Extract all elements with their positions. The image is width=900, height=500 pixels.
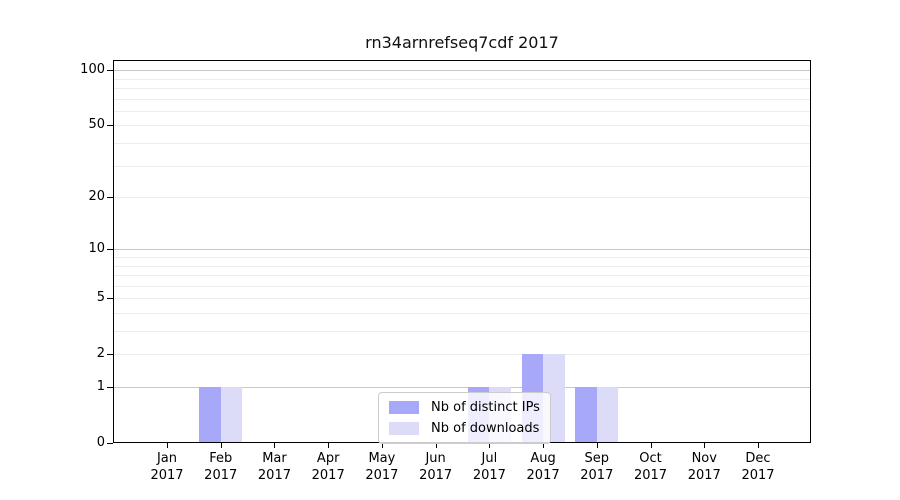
x-tick-year: 2017	[687, 468, 721, 483]
legend-swatch-distinct-ips	[389, 401, 419, 414]
y-tick	[107, 69, 113, 71]
x-tick-year: 2017	[204, 468, 238, 483]
x-tick	[167, 443, 168, 448]
x-tick	[704, 443, 706, 448]
gridline-minor	[114, 98, 810, 100]
gridline-minor	[114, 110, 810, 112]
x-tick	[274, 443, 276, 448]
x-tick	[543, 443, 545, 448]
x-tick-label: Oct 2017	[619, 450, 683, 484]
gridline-minor	[114, 265, 810, 267]
x-tick-label: Jul 2017	[457, 450, 521, 484]
x-tick-month: Mar	[262, 451, 287, 466]
y-tick	[107, 442, 113, 444]
y-tick-label: 0	[96, 435, 105, 450]
x-tick-year: 2017	[150, 468, 184, 483]
gridline-minor	[114, 354, 810, 356]
legend-label-distinct-ips: Nb of distinct IPs	[431, 400, 540, 415]
x-tick-label: Feb 2017	[189, 450, 253, 484]
gridline-minor	[114, 143, 810, 145]
x-tick-month: Feb	[209, 451, 233, 466]
x-tick-month: Nov	[691, 451, 717, 466]
x-tick-year: 2017	[472, 468, 506, 483]
x-tick-month: Jun	[425, 451, 446, 466]
gridline-minor	[114, 331, 810, 333]
x-tick-year: 2017	[365, 468, 399, 483]
x-tick-label: Nov 2017	[672, 450, 736, 484]
x-tick-month: Aug	[530, 451, 556, 466]
gridline-minor	[114, 275, 810, 277]
x-tick-label: Sep 2017	[565, 450, 629, 484]
legend: Nb of distinct IPs Nb of downloads	[378, 392, 551, 444]
y-tick	[107, 248, 113, 250]
x-tick-year: 2017	[419, 468, 453, 483]
x-tick-label: Aug 2017	[511, 450, 575, 484]
y-tick	[107, 196, 113, 198]
bar-downloads	[220, 387, 243, 443]
y-tick-label: 5	[96, 290, 105, 306]
y-tick-label: 10	[88, 241, 105, 257]
x-tick-year: 2017	[580, 468, 614, 483]
gridline-minor	[114, 197, 810, 199]
x-tick-label: May 2017	[350, 450, 414, 484]
bar-distinct-ips	[199, 387, 221, 443]
gridline-major	[114, 249, 810, 251]
gridline-minor	[114, 165, 810, 167]
x-tick-label: Jun 2017	[404, 450, 468, 484]
x-tick-month: May	[368, 451, 396, 466]
legend-item-distinct-ips: Nb of distinct IPs	[389, 400, 540, 415]
gridline-minor	[114, 298, 810, 300]
x-tick-month: Jan	[156, 451, 178, 466]
legend-item-downloads: Nb of downloads	[389, 421, 540, 436]
x-tick-month: Dec	[745, 451, 771, 466]
y-tick	[107, 297, 113, 299]
x-tick	[220, 443, 222, 448]
x-tick-month: Sep	[584, 451, 610, 466]
x-tick-year: 2017	[257, 468, 291, 483]
gridline-minor	[114, 312, 810, 314]
y-tick-label: 20	[88, 189, 105, 205]
y-tick-label: 1	[96, 379, 105, 394]
x-tick	[435, 443, 437, 448]
x-tick	[757, 443, 759, 448]
gridline-minor	[114, 125, 810, 127]
y-tick-label: 100	[80, 62, 105, 78]
bar-downloads	[596, 387, 619, 443]
x-tick-year: 2017	[633, 468, 668, 483]
x-tick-month: Oct	[639, 451, 662, 466]
gridline-minor	[114, 78, 810, 80]
y-tick-label: 50	[88, 117, 105, 133]
gridline-minor	[114, 257, 810, 258]
x-tick-month: Apr	[316, 451, 340, 466]
x-tick-label: Jan 2017	[135, 450, 199, 484]
x-tick-label: Mar 2017	[242, 450, 306, 484]
x-tick	[596, 443, 598, 448]
plot-area	[113, 60, 811, 443]
chart-title: rn34arnrefseq7cdf 2017	[365, 33, 559, 52]
x-tick-month: Jul	[481, 451, 498, 466]
y-tick	[107, 386, 113, 388]
x-tick-year: 2017	[526, 468, 560, 483]
x-tick-label: Dec 2017	[726, 450, 790, 484]
x-tick	[328, 443, 330, 448]
x-tick	[489, 443, 491, 448]
gridline-major	[114, 387, 810, 388]
x-tick-label: Apr 2017	[296, 450, 360, 484]
gridline-minor	[114, 88, 810, 90]
x-tick-year: 2017	[311, 468, 345, 483]
x-tick	[650, 443, 652, 448]
gridline-minor	[114, 285, 810, 287]
y-tick-label: 2	[96, 346, 105, 362]
legend-swatch-downloads	[389, 422, 419, 435]
y-tick	[107, 353, 113, 355]
x-tick	[381, 443, 383, 448]
gridline-major	[114, 70, 810, 72]
legend-label-downloads: Nb of downloads	[431, 421, 540, 436]
x-tick-year: 2017	[741, 468, 775, 483]
bar-distinct-ips	[575, 387, 597, 443]
y-tick	[107, 124, 113, 126]
